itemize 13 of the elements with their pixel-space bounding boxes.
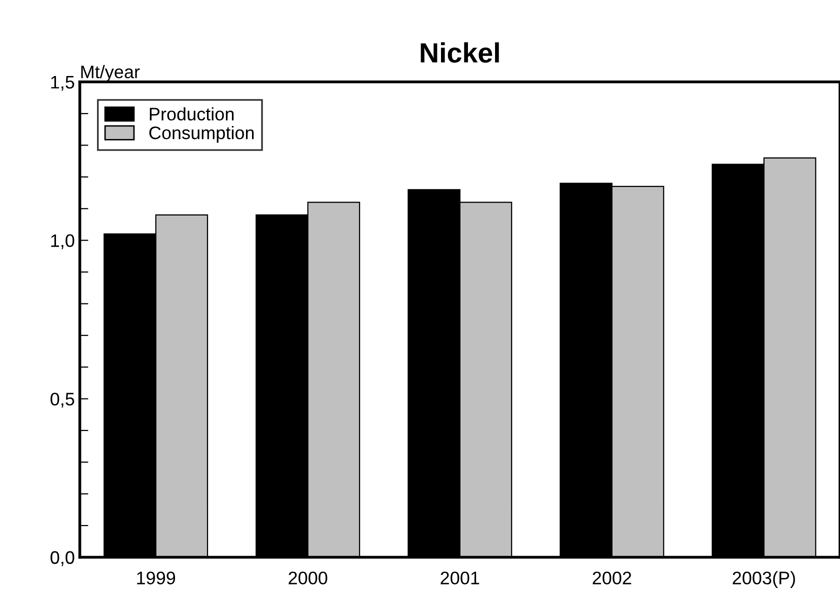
legend-label: Consumption: [149, 126, 254, 143]
y-axis-title: Mt/year: [81, 65, 140, 82]
x-tick-label: 2003(P): [732, 571, 795, 588]
x-tick-label: 1999: [137, 572, 176, 584]
y-tick-label: 0,0: [50, 551, 74, 566]
x-tick-label: 2000: [288, 572, 328, 584]
x-tick-label: 2001: [440, 572, 480, 584]
y-tick-label: 0,5: [50, 392, 74, 408]
legend-label: Production: [150, 107, 234, 121]
y-tick-label: 1,5: [51, 76, 74, 91]
chart-title: Nickel: [420, 42, 499, 63]
x-tick-label: 2002: [592, 572, 632, 584]
y-tick-label: 1,0: [51, 234, 74, 250]
